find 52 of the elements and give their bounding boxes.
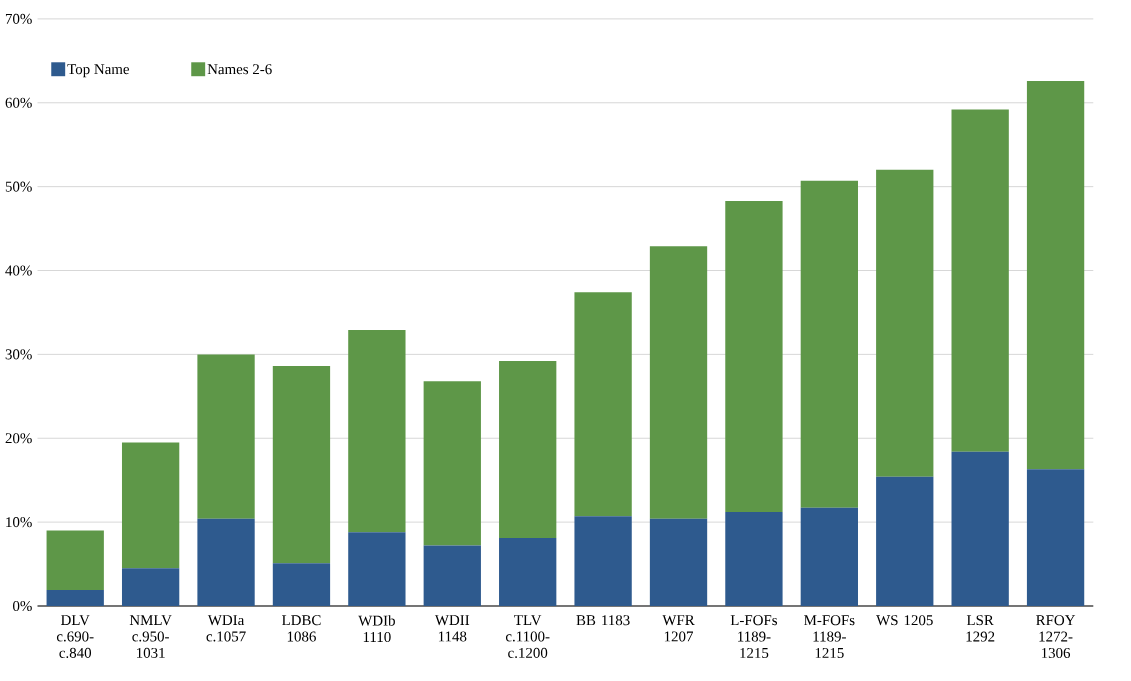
bar [649, 518, 708, 607]
x-tick-label: WDIa c.1057 [206, 615, 246, 642]
x-tick-label: LSR 1292 [966, 615, 995, 642]
y-tick-label: 20% [5, 433, 32, 444]
y-tick-label: 60% [5, 97, 32, 109]
bar [800, 508, 858, 607]
bar [46, 590, 104, 607]
bar [499, 361, 557, 539]
bar [1026, 81, 1085, 470]
x-tick-label: WDII 1148 [434, 615, 470, 642]
bar [272, 366, 331, 564]
y-tick-label: 10% [6, 517, 32, 528]
bar [423, 381, 481, 546]
y-tick-label: 30% [5, 349, 32, 360]
y-tick-label: 50% [5, 181, 32, 192]
bar [876, 170, 934, 478]
bar [725, 201, 783, 513]
bar [197, 518, 255, 607]
x-tick-label: L-FOFs 1189-1215 [730, 615, 778, 659]
bar [800, 180, 858, 509]
bar [725, 512, 783, 607]
x-tick-label: NMLV c.950-1031 [129, 615, 172, 659]
bar [574, 516, 632, 607]
x-tick-label: WFR 1207 [662, 615, 695, 642]
bar [1026, 469, 1085, 607]
bar [876, 477, 934, 607]
x-tick-label: M-FOFs 1189-1215 [804, 615, 855, 659]
legend-label: Top Name [67, 64, 130, 78]
x-tick-label: TLV c.1100-c.1200 [505, 615, 550, 659]
x-tick-label: WS 1205 [876, 615, 933, 626]
x-tick-label: WDIb 1110 [358, 615, 395, 643]
bar [649, 246, 708, 519]
bar [197, 354, 255, 519]
legend-label: Names 2-6 [207, 64, 272, 75]
bar [574, 292, 632, 517]
y-tick-label: 70% [5, 14, 32, 25]
bar [121, 568, 180, 607]
bar [46, 530, 104, 591]
bar [348, 532, 406, 607]
x-tick-label: BB 1183 [576, 615, 630, 626]
y-tick-label: 0% [13, 601, 32, 612]
bar [951, 451, 1009, 607]
x-tick-label: LDBC 1086 [281, 615, 321, 642]
bar [499, 538, 557, 607]
x-tick-label: RFOY 1272-1306 [1036, 615, 1076, 659]
bar [423, 545, 481, 607]
x-tick-label: DLV c.690-c.840 [56, 615, 94, 659]
bar [272, 563, 331, 607]
bar [348, 330, 406, 533]
y-tick-label: 40% [5, 265, 32, 276]
bar [121, 442, 180, 569]
bar [951, 109, 1009, 452]
